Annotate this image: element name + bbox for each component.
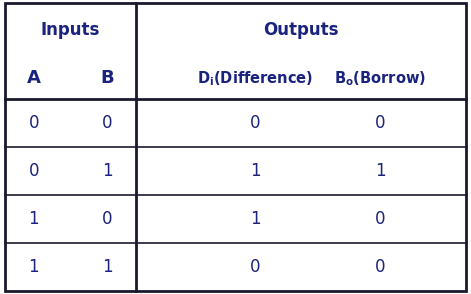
Text: B: B xyxy=(100,69,114,87)
Text: 1: 1 xyxy=(102,162,113,180)
Text: 0: 0 xyxy=(28,114,39,132)
Text: 1: 1 xyxy=(250,210,260,228)
Text: 0: 0 xyxy=(28,162,39,180)
Text: 1: 1 xyxy=(28,258,39,276)
Text: Outputs: Outputs xyxy=(264,21,339,39)
Text: 0: 0 xyxy=(375,210,386,228)
Text: 1: 1 xyxy=(375,162,386,180)
Text: 0: 0 xyxy=(102,210,113,228)
Text: 1: 1 xyxy=(28,210,39,228)
Text: 0: 0 xyxy=(250,258,260,276)
Text: $\mathbf{B_o}$$\mathbf{(Borrow)}$: $\mathbf{B_o}$$\mathbf{(Borrow)}$ xyxy=(334,69,427,88)
Text: 0: 0 xyxy=(102,114,113,132)
Text: 0: 0 xyxy=(250,114,260,132)
Text: $\mathbf{D_i}$$\mathbf{(Difference)}$: $\mathbf{D_i}$$\mathbf{(Difference)}$ xyxy=(197,69,313,88)
Text: 1: 1 xyxy=(250,162,260,180)
Text: 0: 0 xyxy=(375,114,386,132)
Text: 1: 1 xyxy=(102,258,113,276)
Text: 0: 0 xyxy=(375,258,386,276)
Text: Inputs: Inputs xyxy=(41,21,100,39)
Text: A: A xyxy=(27,69,41,87)
